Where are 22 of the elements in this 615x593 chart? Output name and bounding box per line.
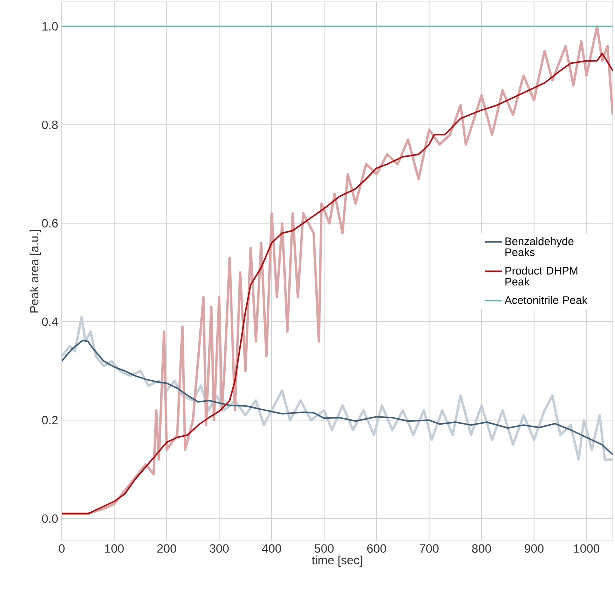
y-tick-label: 0.8 — [42, 120, 58, 130]
x-tick-label: 600 — [368, 544, 386, 553]
y-tick-label: 0.6 — [42, 219, 58, 228]
x-tick-label: 800 — [472, 544, 492, 553]
legend-label: Acetonitrile Peak — [504, 296, 588, 304]
legend-label: Benzaldehyde Peaks — [506, 237, 574, 256]
x-tick-label: 700 — [420, 544, 439, 553]
x-tick-label: 0 — [59, 544, 65, 553]
x-tick-label: 300 — [210, 544, 229, 553]
legend-label: Product DHPM Peak — [506, 266, 578, 286]
y-tick-label: 1.0 — [42, 22, 58, 31]
y-tick-label: 0.0 — [42, 514, 58, 524]
x-tick-label: 1000 — [574, 544, 600, 553]
x-tick-label: 400 — [262, 544, 282, 553]
x-tick-label: 100 — [105, 544, 124, 553]
x-tick-label: 900 — [524, 544, 544, 553]
x-tick-label: 200 — [158, 544, 176, 553]
y-axis-title: Peak area [a.u.] — [30, 230, 42, 313]
y-tick-label: 0.4 — [42, 318, 58, 326]
x-tick-label: 500 — [314, 544, 334, 553]
y-tick-label: 0.2 — [42, 416, 58, 425]
x-axis-title: time [sec] — [312, 556, 362, 567]
